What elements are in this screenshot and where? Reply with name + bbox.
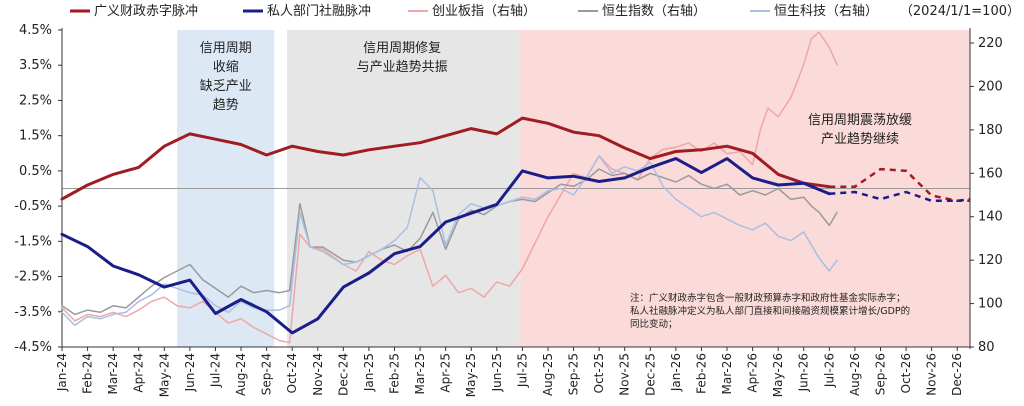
y-right-tick-label: 100 xyxy=(978,297,1003,312)
y-left-tick-label: -1.5% xyxy=(14,234,52,249)
zone-label-2: 产业趋势继续 xyxy=(821,131,899,147)
y-left-tick-label: -0.5% xyxy=(14,199,52,214)
x-tick-label: Sep-26 xyxy=(873,353,887,395)
x-tick-label: Aug-26 xyxy=(848,353,862,396)
y-right-tick-label: 140 xyxy=(978,210,1003,225)
x-tick-label: Dec-26 xyxy=(950,353,964,396)
x-tick-label: Jun-25 xyxy=(490,353,504,392)
x-tick-label: Nov-25 xyxy=(618,353,632,396)
x-tick-label: Apr-26 xyxy=(746,353,760,393)
y-left-tick-label: -4.5% xyxy=(14,340,52,355)
series-line-4 xyxy=(61,155,838,327)
x-tick-label: Aug-24 xyxy=(234,353,248,396)
note-line: 私人社融脉冲定义为私人部门直接和间接融资规模累计增长/GDP的 xyxy=(630,305,910,317)
zone-label-0: 收缩 xyxy=(213,59,239,75)
chart-note: 注：广义财政赤字包含一般财政预算赤字和政府性基金实际赤字；私人社融脉冲定义为私人… xyxy=(630,292,910,330)
x-tick-label: Feb-26 xyxy=(694,353,708,394)
zone-label-0: 趋势 xyxy=(213,97,239,113)
series-line-0 xyxy=(60,116,831,201)
y-right-tick-label: 180 xyxy=(978,123,1003,138)
zone-label-0: 缺乏产业 xyxy=(200,79,252,94)
zone-label-0: 信用周期 xyxy=(200,41,252,56)
series-line-2 xyxy=(61,31,838,344)
y-left-tick-label: 4.5% xyxy=(19,23,52,38)
x-tick-label: May-24 xyxy=(157,353,171,397)
legend-label-4: 恒生科技（右轴） xyxy=(774,4,878,19)
x-tick-label: Feb-25 xyxy=(388,353,402,394)
series-forecast-line-0 xyxy=(829,167,970,203)
x-tick-label: Jul-24 xyxy=(208,353,222,388)
series-forecast-line-1 xyxy=(829,190,971,203)
x-tick-label: Dec-24 xyxy=(336,353,350,396)
x-tick-label: Apr-24 xyxy=(132,353,146,393)
y-right-tick-label: 220 xyxy=(978,36,1003,51)
x-tick-label: Feb-24 xyxy=(81,353,95,394)
y-right-tick-label: 160 xyxy=(978,166,1003,181)
y-right-tick-label: 80 xyxy=(978,340,995,355)
y-left-tick-label: 0.5% xyxy=(19,164,52,179)
x-tick-label: Nov-26 xyxy=(925,353,939,396)
x-tick-label: Oct-26 xyxy=(899,353,913,393)
y-left-tick-label: -2.5% xyxy=(14,270,52,285)
x-tick-label: Dec-25 xyxy=(643,353,657,396)
series-group xyxy=(60,31,971,344)
x-tick-label: Jun-24 xyxy=(183,353,197,392)
x-tick-label: Mar-26 xyxy=(720,353,734,394)
note-line: 同比变动； xyxy=(630,318,678,330)
y-left-tick-label: 3.5% xyxy=(19,58,52,73)
x-tick-label: Mar-24 xyxy=(106,353,120,394)
note-line: 注：广义财政赤字包含一般财政预算赤字和政府性基金实际赤字； xyxy=(630,292,906,304)
x-tick-label: Oct-25 xyxy=(592,353,606,393)
y-right-tick-label: 120 xyxy=(978,253,1003,268)
x-tick-label: Jan-26 xyxy=(669,353,683,392)
x-tick-label: Jan-25 xyxy=(362,353,376,392)
legend-label-2: 创业板指（右轴） xyxy=(432,4,536,19)
y-left-tick-label: 2.5% xyxy=(19,93,52,108)
x-tick-label: Apr-25 xyxy=(439,353,453,393)
axes-group: 4.5% 3.5% 2.5% 1.5% 0.5% -0.5% -1.5% -2.5% -3.5%… xyxy=(14,23,1003,397)
legend-label-1: 私人部门社融脉冲 xyxy=(267,3,371,19)
zone-label-2: 信用周期震荡放缓 xyxy=(808,113,912,128)
x-tick-label: Jun-26 xyxy=(797,353,811,392)
zone-label-1: 信用周期修复 xyxy=(363,41,441,56)
x-tick-label: Sep-25 xyxy=(567,353,581,395)
x-tick-label: May-26 xyxy=(771,353,785,397)
x-tick-label: Aug-25 xyxy=(541,353,555,396)
unit-label: （2024/1/1=100） xyxy=(900,4,1020,19)
x-tick-label: Jan-24 xyxy=(55,353,69,392)
x-tick-label: Sep-24 xyxy=(260,353,274,395)
y-right-tick-label: 200 xyxy=(978,79,1003,94)
x-tick-label: Nov-24 xyxy=(311,353,325,396)
y-left-tick-label: -3.5% xyxy=(14,305,52,320)
series-line-1 xyxy=(60,157,831,335)
x-tick-label: May-25 xyxy=(464,353,478,397)
legend-label-3: 恒生指数（右轴） xyxy=(602,4,706,19)
x-tick-label: Oct-24 xyxy=(285,353,299,393)
x-tick-label: Mar-25 xyxy=(413,353,427,394)
legend-label-0: 广义财政赤字脉冲 xyxy=(94,4,198,19)
legend: 广义财政赤字脉冲 私人部门社融脉冲 创业板指（右轴） 恒生指数（右轴） 恒生科技（右轴） xyxy=(70,3,878,19)
x-tick-label: Jul-26 xyxy=(822,353,836,388)
y-left-tick-label: 1.5% xyxy=(19,129,52,144)
zone-label-1: 与产业趋势共振 xyxy=(357,59,448,75)
x-tick-label: Jul-25 xyxy=(515,353,529,388)
